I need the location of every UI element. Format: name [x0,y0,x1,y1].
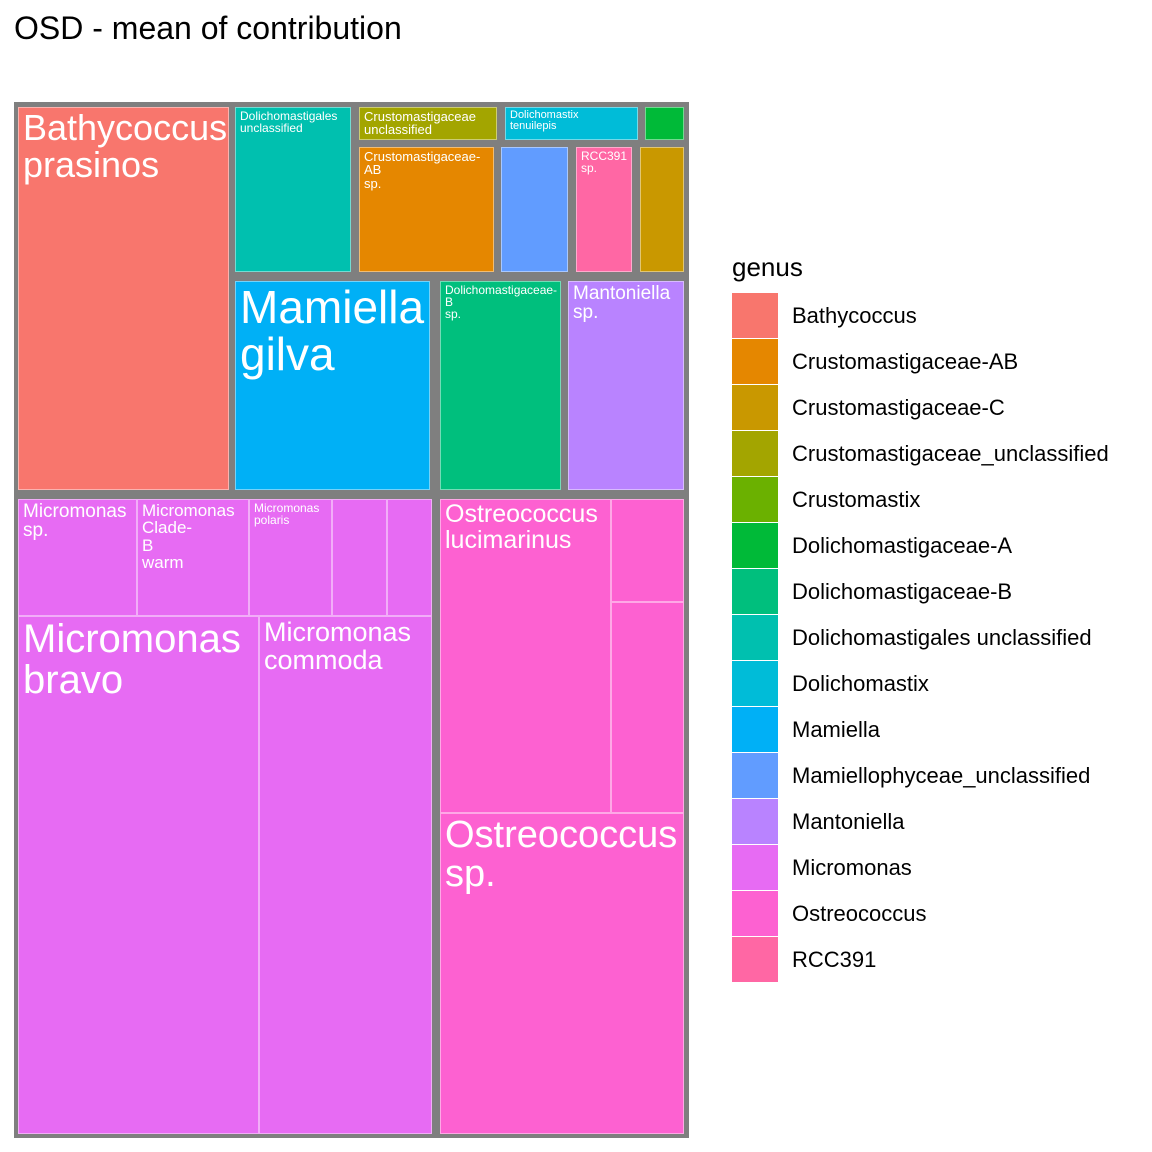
legend-label: Crustomastix [792,487,921,512]
legend-item: Crustomastigaceae-AB [732,339,1109,385]
legend-key-swatch [732,753,778,798]
legend-item: Dolichomastigales unclassified [732,615,1109,661]
legend-title: genus [732,252,803,282]
treemap-tile [640,147,684,272]
legend-item: RCC391 [732,937,1109,983]
legend-item: Ostreococcus [732,891,1109,937]
tile-label: Dolichomastigales unclassified [240,109,338,136]
tile-label: Dolichomastigaceae- B sp. [445,283,558,322]
treemap-tile [611,602,684,813]
tile-label: Micromonas commoda [264,617,412,675]
legend-item: Bathycoccus [732,293,1109,339]
treemap-tile: Ostreococcus lucimarinus [440,499,611,813]
tile-label: RCC391 sp. [581,149,628,176]
treemap-tile: Micromonas bravo [18,616,259,1134]
treemap-tile: Dolichomastix tenuilepis [505,107,638,140]
legend-item: Micromonas [732,845,1109,891]
legend-key-swatch [732,293,778,338]
tile-label: Bathycoccus prasinos [23,107,228,185]
treemap-tile: Crustomastigaceae- AB sp. [359,147,494,272]
legend-key-swatch [732,431,778,476]
legend-item: Mamiellophyceae_unclassified [732,753,1109,799]
legend-key-swatch [732,615,778,660]
legend-key-swatch [732,707,778,752]
tile-label: Micromonas Clade- B warm [142,501,235,572]
legend-label: Crustomastigaceae_unclassified [792,441,1109,466]
treemap-tile: Micromonas sp. [18,499,137,616]
legend-key-swatch [732,661,778,706]
treemap-tile: Micromonas Clade- B warm [137,499,249,616]
legend-item: Dolichomastigaceae-B [732,569,1109,615]
legend-key-swatch [732,799,778,844]
legend-label: Crustomastigaceae-AB [792,349,1019,374]
legend-key-swatch [732,523,778,568]
treemap-tile: Crustomastigaceae unclassified [359,107,497,140]
legend-item: Mantoniella [732,799,1109,845]
tile-label: Micromonas sp. [23,501,127,542]
treemap-plot: Bathycoccus prasinos Dolichomastigales un… [14,102,689,1138]
legend-label: Dolichomastigaceae-B [792,579,1013,604]
legend-item: Crustomastix [732,477,1109,523]
legend-label: Micromonas [792,855,912,880]
legend-item: Dolichomastigaceae-A [732,523,1109,569]
legend-key-swatch [732,891,778,936]
legend-label: Mamiellophyceae_unclassified [792,763,1091,788]
treemap-tile [645,107,684,140]
tile-label: Micromonas bravo [23,617,241,702]
tile-label: Mamiella gilva [240,281,425,380]
legend-key-swatch [732,385,778,430]
treemap-tile [332,499,387,616]
chart-title: OSD - mean of contribution [14,10,402,46]
legend-items: Bathycoccus Crustomastigaceae-AB Crustomas… [732,293,1109,983]
legend-key-swatch [732,845,778,890]
legend-item: Crustomastigaceae_unclassified [732,431,1109,477]
legend-label: Dolichomastigaceae-A [792,533,1013,558]
tile-label: Dolichomastix tenuilepis [510,109,579,133]
treemap-tile: Bathycoccus prasinos [18,107,229,490]
treemap-tile [387,499,432,616]
legend-key-swatch [732,937,778,982]
legend-label: Dolichomastix [792,671,929,696]
tile-label: Micromonas polaris [254,501,320,528]
tile-label: Ostreococcus sp. [445,814,678,895]
legend-key-swatch [732,339,778,384]
legend-label: Bathycoccus [792,303,917,328]
legend-key-swatch [732,477,778,522]
treemap-tile: Micromonas commoda [259,616,432,1134]
treemap-tile: Mantoniella sp. [568,281,684,490]
legend-key-swatch [732,569,778,614]
legend-label: RCC391 [792,947,877,972]
treemap-tile: Dolichomastigaceae- B sp. [440,281,561,490]
legend-item: Crustomastigaceae-C [732,385,1109,431]
legend-label: Ostreococcus [792,901,927,926]
treemap-tile: Ostreococcus sp. [440,813,684,1134]
legend: genus Bathycoccus Crustomastigaceae-AB Cru… [732,252,1109,983]
tile-label: Ostreococcus lucimarinus [445,500,598,554]
legend-label: Mamiella [792,717,881,742]
tile-label: Crustomastigaceae unclassified [364,109,476,138]
treemap-tile [611,499,684,602]
legend-label: Mantoniella [792,809,905,834]
legend-item: Dolichomastix [732,661,1109,707]
legend-item: Mamiella [732,707,1109,753]
treemap-tile: RCC391 sp. [576,147,632,272]
tile-label: Crustomastigaceae- AB sp. [364,149,481,191]
legend-label: Crustomastigaceae-C [792,395,1005,420]
treemap-tile [501,147,568,272]
treemap-tile: Micromonas polaris [249,499,332,616]
legend-label: Dolichomastigales unclassified [792,625,1092,650]
treemap-tile: Dolichomastigales unclassified [235,107,351,272]
tile-label: Mantoniella sp. [573,283,671,324]
treemap-tile: Mamiella gilva [235,281,430,490]
